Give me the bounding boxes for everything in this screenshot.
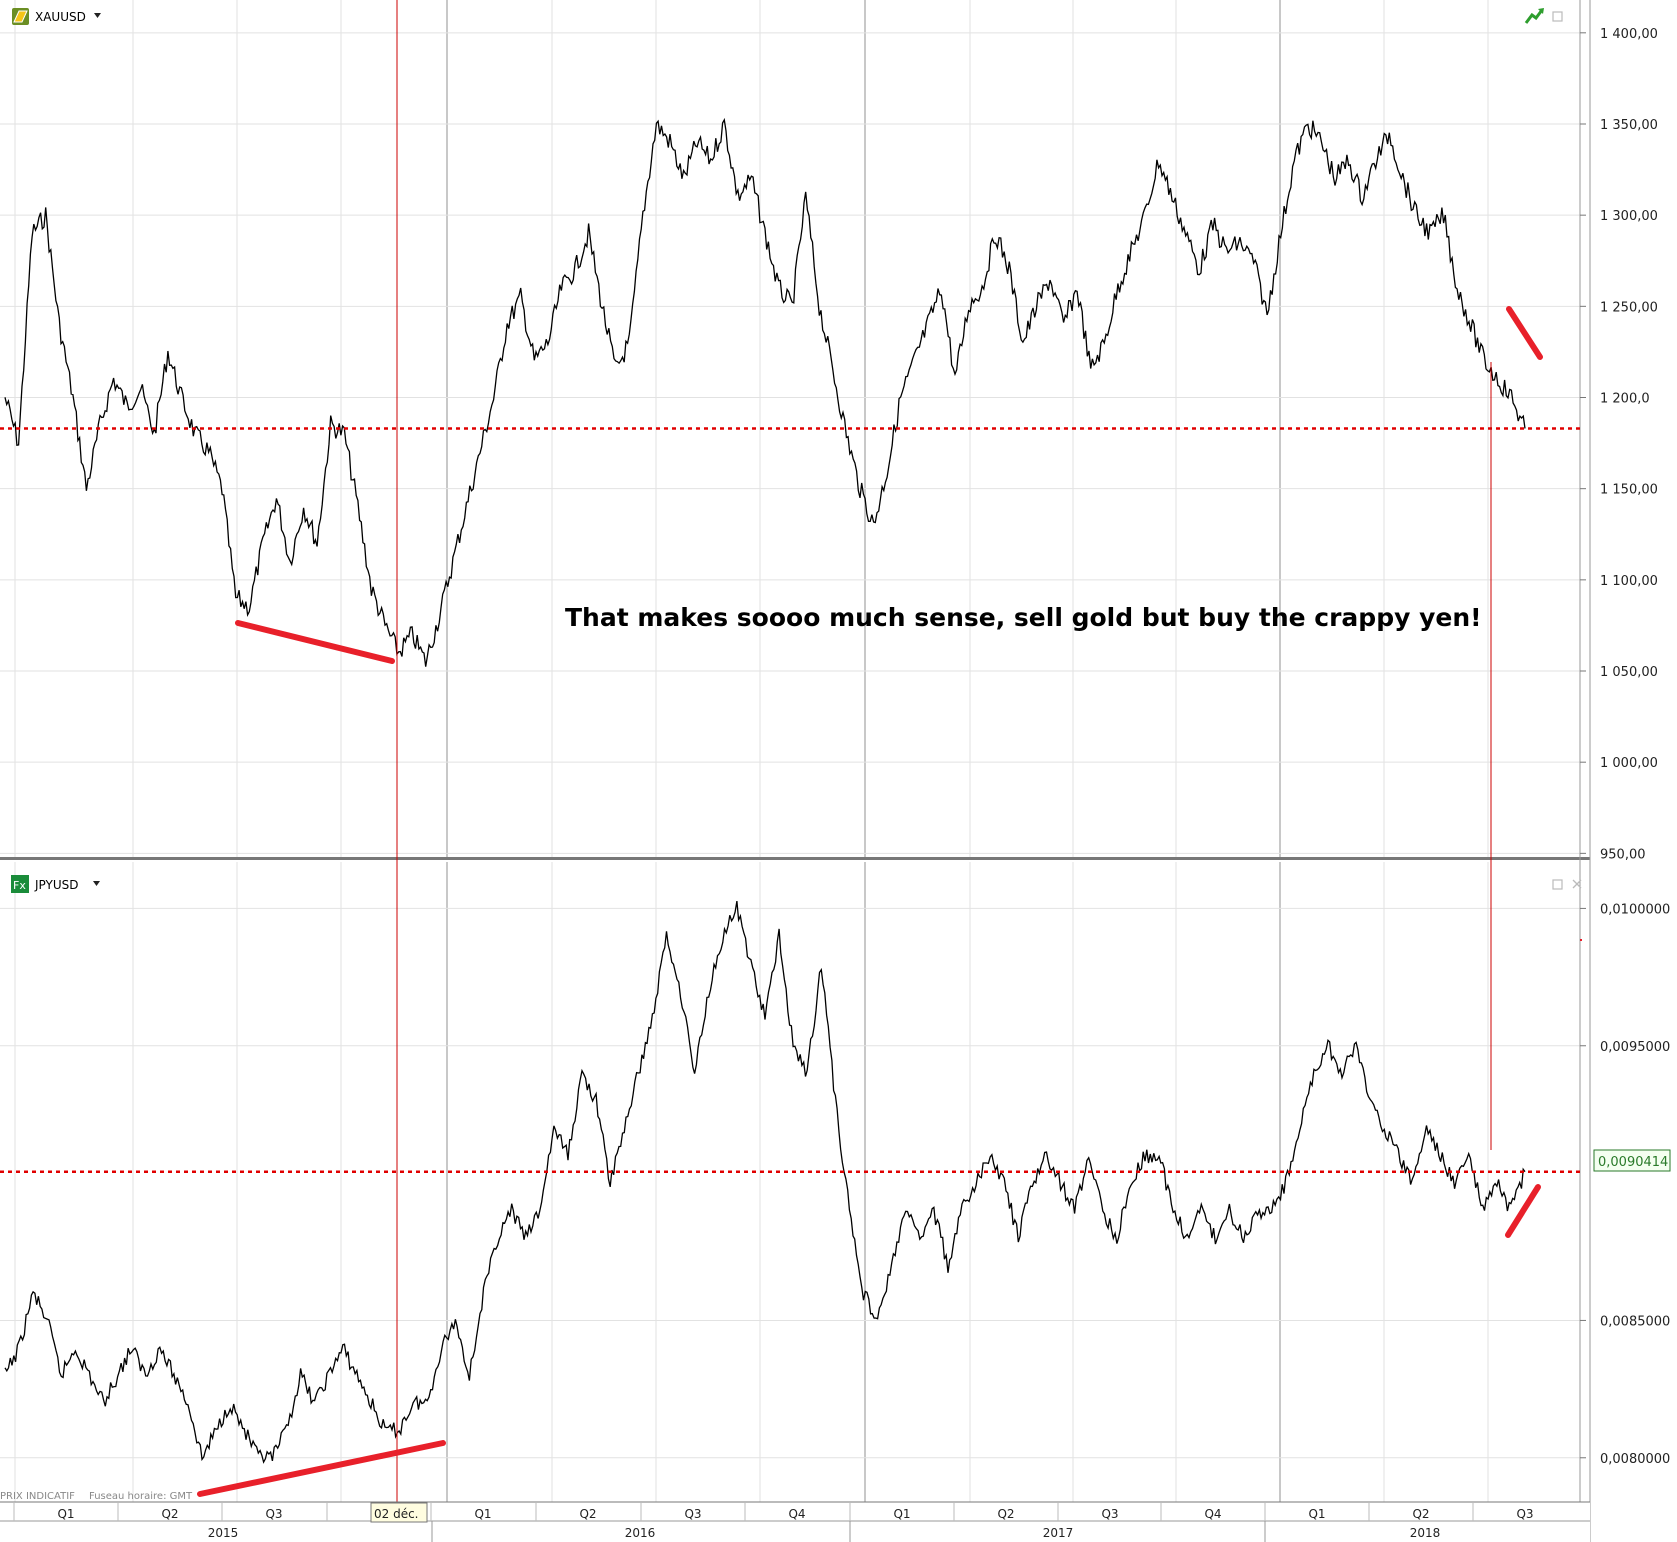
y-tick-label: 1 200,0 (1600, 392, 1650, 407)
y-tick-label: 950,00 (1600, 847, 1646, 862)
maximize-icon[interactable] (1552, 11, 1563, 22)
fx-icon: Fx (11, 875, 29, 893)
price-note: PRIX INDICATIF (0, 1491, 75, 1502)
price-line (4, 117, 1526, 667)
bottom-ticker-label[interactable]: JPYUSD (34, 878, 78, 892)
panel-separator[interactable] (0, 857, 1590, 860)
quarter-label: Q2 (1412, 1507, 1429, 1521)
timezone-note: Fuseau horaire: GMT (89, 1491, 193, 1502)
quarter-label: Q1 (474, 1507, 491, 1521)
last-value-label: 0,0090414 (1598, 1155, 1668, 1170)
quarter-label: Q2 (997, 1507, 1014, 1521)
y-tick-label: 1 000,00 (1600, 756, 1658, 771)
quarter-label: Q2 (161, 1507, 178, 1521)
chevron-down-icon[interactable] (93, 881, 100, 886)
xauusd-series (4, 117, 1526, 667)
y-tick-label: 1 050,00 (1600, 665, 1658, 680)
quarter-label: Q3 (265, 1507, 282, 1521)
time-axis[interactable]: Q1Q2Q3Q4Q1Q2Q3Q4Q1Q2Q3Q4Q1Q2Q32015201620… (0, 1501, 1590, 1542)
jpyusd-series (4, 900, 1526, 1464)
bottom-panel-grid (0, 862, 1580, 1502)
y-tick-label: 0,0095000 (1600, 1040, 1670, 1055)
top-price-axis: 950,00 1 000,00 1 050,00 1 100,00 1 150,00 1 … (1580, 27, 1658, 862)
trend-up-icon[interactable] (1524, 8, 1544, 24)
y-tick-label: 1 300,00 (1600, 209, 1658, 224)
bottom-price-axis: 0,0080000 0,0085000 0,0095000 0,0100000 (1580, 902, 1670, 1467)
y-tick-label: 1 350,00 (1600, 118, 1658, 133)
quarter-label: Q4 (1204, 1507, 1221, 1521)
quarter-label: Q1 (57, 1507, 74, 1521)
trend-mark-gold-2015 (235, 620, 395, 664)
year-label: 2017 (1043, 1526, 1074, 1540)
y-tick-label: 0,0100000 (1600, 902, 1670, 917)
last-value-badge: 0,0090414 (1593, 1149, 1671, 1172)
quarter-label: Q2 (579, 1507, 596, 1521)
bottom-panel-header[interactable]: Fx JPYUSD (11, 875, 100, 893)
trend-mark-yen-2018 (1505, 1184, 1541, 1238)
year-label: 2018 (1410, 1526, 1441, 1540)
y-tick-label: 0,0080000 (1600, 1452, 1670, 1467)
year-label: 2016 (625, 1526, 656, 1540)
cursor-date-label: 02 déc. (374, 1507, 419, 1521)
quarter-label: Q4 (788, 1507, 805, 1521)
top-ticker-label[interactable]: XAUUSD (35, 10, 86, 24)
y-tick-label: 1 150,00 (1600, 483, 1658, 498)
close-icon[interactable] (1572, 879, 1582, 889)
svg-text:Fx: Fx (13, 879, 26, 892)
quarter-label: Q1 (893, 1507, 910, 1521)
y-tick-label: 1 100,00 (1600, 574, 1658, 589)
quarter-label: Q3 (1101, 1507, 1118, 1521)
year-label: 2015 (208, 1526, 239, 1540)
quarter-label: Q3 (684, 1507, 701, 1521)
annotation-text: That makes soooo much sense, sell gold b… (565, 603, 1482, 632)
y-tick-label: 0,0085000 (1600, 1314, 1670, 1329)
time-axis-background (0, 1502, 1590, 1542)
gold-bar-icon (12, 8, 29, 25)
cursor-date-badge: 02 déc. (370, 1502, 428, 1523)
maximize-icon[interactable] (1552, 879, 1563, 890)
chevron-down-icon[interactable] (94, 13, 101, 18)
top-panel-header[interactable]: XAUUSD (12, 8, 101, 25)
y-tick-label: 1 250,00 (1600, 300, 1658, 315)
trend-mark-gold-2018 (1506, 306, 1543, 360)
quarter-label: Q1 (1308, 1507, 1325, 1521)
y-tick-label: 1 400,00 (1600, 27, 1658, 42)
quarter-label: Q3 (1516, 1507, 1533, 1521)
price-line (4, 900, 1526, 1464)
trend-mark-yen-2015 (197, 1440, 446, 1497)
